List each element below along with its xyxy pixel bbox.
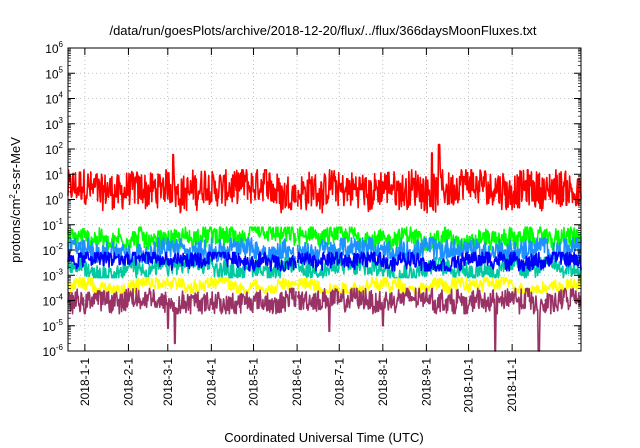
- x-tick-label: 2018-11-1: [505, 358, 519, 412]
- x-tick-label: 2018-3-1: [161, 358, 175, 406]
- y-tick-label: 10-6: [43, 343, 64, 359]
- y-axis-label-sup: 2: [8, 194, 17, 199]
- y-tick-label: 100: [45, 192, 63, 208]
- series-line: [67, 143, 582, 214]
- y-axis-label-pre: protons/cm: [8, 199, 23, 263]
- y-tick-label: 10-3: [43, 267, 64, 283]
- y-tick-label: 106: [45, 40, 63, 56]
- series-line: [67, 276, 582, 294]
- series-line: [67, 251, 582, 272]
- chart-title: /data/run/goesPlots/archive/2018-12-20/f…: [109, 23, 536, 38]
- y-tick-label: 102: [45, 141, 63, 157]
- series-group: [67, 143, 582, 352]
- x-axis: 2018-1-1 2018-2-1 2018-3-1 2018-4-1 2018-5-1…: [78, 48, 519, 413]
- y-tick-label: 104: [45, 91, 63, 107]
- y-axis-label-post: -s-sr-MeV: [8, 137, 23, 194]
- y-axis-label: protons/cm2-s-sr-MeV: [8, 137, 23, 263]
- y-tick-label: 10-4: [43, 293, 64, 309]
- x-tick-label: 2018-9-1: [419, 358, 433, 406]
- y-tick-label: 10-2: [43, 242, 64, 258]
- x-axis-label: Coordinated Universal Time (UTC): [224, 430, 423, 445]
- y-axis: 10-6 10-5 10-4 10-3 10-2 10-1 100 101 102 103 104 1…: [43, 40, 581, 359]
- y-tick-label: 10-1: [43, 217, 64, 233]
- y-tick-label: 103: [45, 116, 63, 132]
- x-tick-label: 2018-2-1: [121, 358, 135, 406]
- y-tick-label: 105: [45, 65, 63, 81]
- x-tick-label: 2018-10-1: [462, 358, 476, 413]
- x-tick-label: 2018-7-1: [332, 358, 346, 406]
- x-tick-label: 2018-5-1: [247, 358, 261, 406]
- x-tick-label: 2018-4-1: [204, 358, 218, 406]
- series-line: [67, 287, 582, 352]
- x-tick-label: 2018-8-1: [376, 358, 390, 406]
- x-tick-label: 2018-6-1: [290, 358, 304, 406]
- y-tick-label: 10-5: [43, 318, 64, 334]
- y-tick-label: 101: [45, 166, 63, 182]
- x-tick-label: 2018-1-1: [78, 358, 92, 406]
